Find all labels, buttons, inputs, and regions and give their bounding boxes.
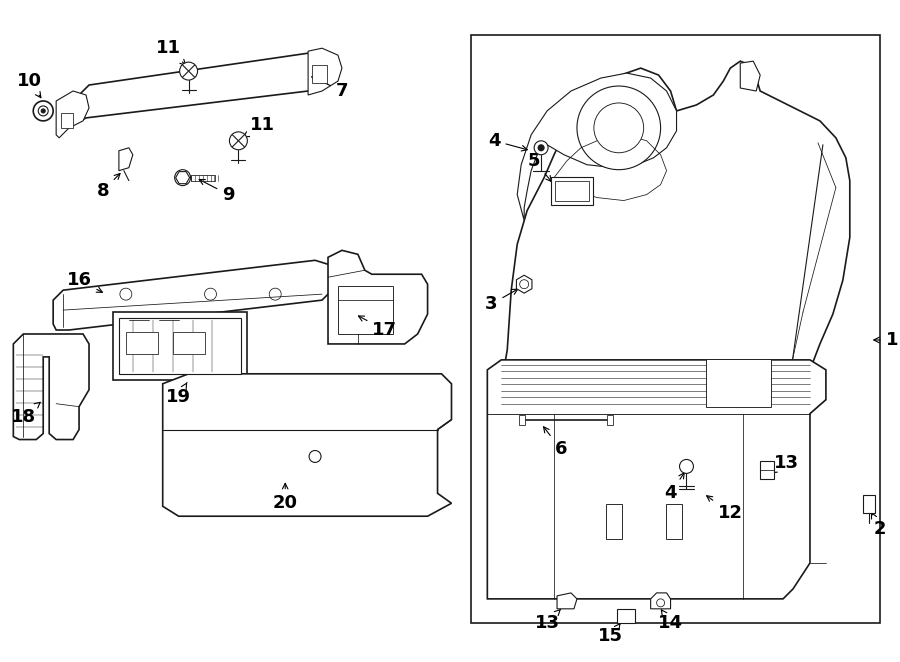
Text: 3: 3	[485, 289, 518, 313]
Text: 20: 20	[273, 483, 298, 512]
Polygon shape	[328, 250, 427, 344]
Text: 13: 13	[535, 609, 561, 632]
Text: 9: 9	[199, 179, 235, 204]
Text: 18: 18	[11, 402, 40, 426]
Polygon shape	[651, 593, 670, 609]
Text: 4: 4	[664, 473, 684, 502]
Circle shape	[680, 459, 694, 473]
Text: 19: 19	[166, 383, 191, 406]
Bar	[173, 332, 204, 354]
Text: 4: 4	[488, 132, 527, 151]
Text: 11: 11	[157, 39, 185, 66]
Bar	[519, 414, 526, 424]
Polygon shape	[557, 593, 577, 609]
Polygon shape	[487, 360, 826, 599]
Text: 1: 1	[874, 331, 898, 349]
Polygon shape	[518, 73, 677, 220]
Text: 12: 12	[706, 496, 742, 522]
Bar	[706, 359, 771, 406]
Circle shape	[534, 141, 548, 155]
Polygon shape	[517, 275, 532, 293]
Bar	[119, 318, 241, 374]
Bar	[126, 332, 158, 354]
Bar	[760, 461, 774, 479]
Bar	[472, 35, 879, 623]
Polygon shape	[163, 374, 452, 516]
Bar	[606, 504, 622, 539]
Bar	[338, 286, 392, 334]
Text: 2: 2	[871, 513, 886, 538]
Polygon shape	[119, 148, 133, 171]
Circle shape	[175, 169, 191, 185]
Circle shape	[577, 86, 661, 169]
Bar	[191, 175, 215, 181]
Text: 7: 7	[311, 77, 348, 100]
Circle shape	[33, 101, 53, 121]
Text: 5: 5	[528, 152, 552, 181]
Circle shape	[180, 62, 198, 80]
Polygon shape	[14, 334, 89, 440]
Circle shape	[38, 106, 49, 116]
Bar	[666, 504, 681, 539]
Text: 11: 11	[243, 116, 274, 137]
Circle shape	[594, 103, 644, 153]
Text: 10: 10	[17, 72, 41, 98]
Bar	[616, 609, 634, 623]
Text: 16: 16	[67, 271, 103, 293]
Text: 13: 13	[770, 454, 798, 473]
Bar	[607, 414, 613, 424]
Circle shape	[41, 109, 45, 113]
Polygon shape	[53, 260, 335, 330]
Bar	[551, 177, 593, 205]
Polygon shape	[176, 171, 190, 183]
Bar	[555, 181, 589, 201]
Polygon shape	[56, 91, 89, 138]
Text: 17: 17	[358, 316, 397, 339]
Text: 6: 6	[544, 427, 567, 459]
Circle shape	[230, 132, 248, 150]
Text: 14: 14	[658, 610, 683, 632]
Bar	[61, 113, 73, 128]
Bar	[312, 65, 327, 83]
Polygon shape	[741, 61, 760, 91]
Circle shape	[538, 145, 544, 151]
Polygon shape	[308, 48, 342, 95]
Bar	[112, 312, 248, 380]
Text: 8: 8	[96, 173, 120, 200]
Polygon shape	[59, 53, 338, 128]
Polygon shape	[494, 61, 850, 596]
Bar	[863, 495, 875, 513]
Text: 15: 15	[598, 624, 624, 645]
